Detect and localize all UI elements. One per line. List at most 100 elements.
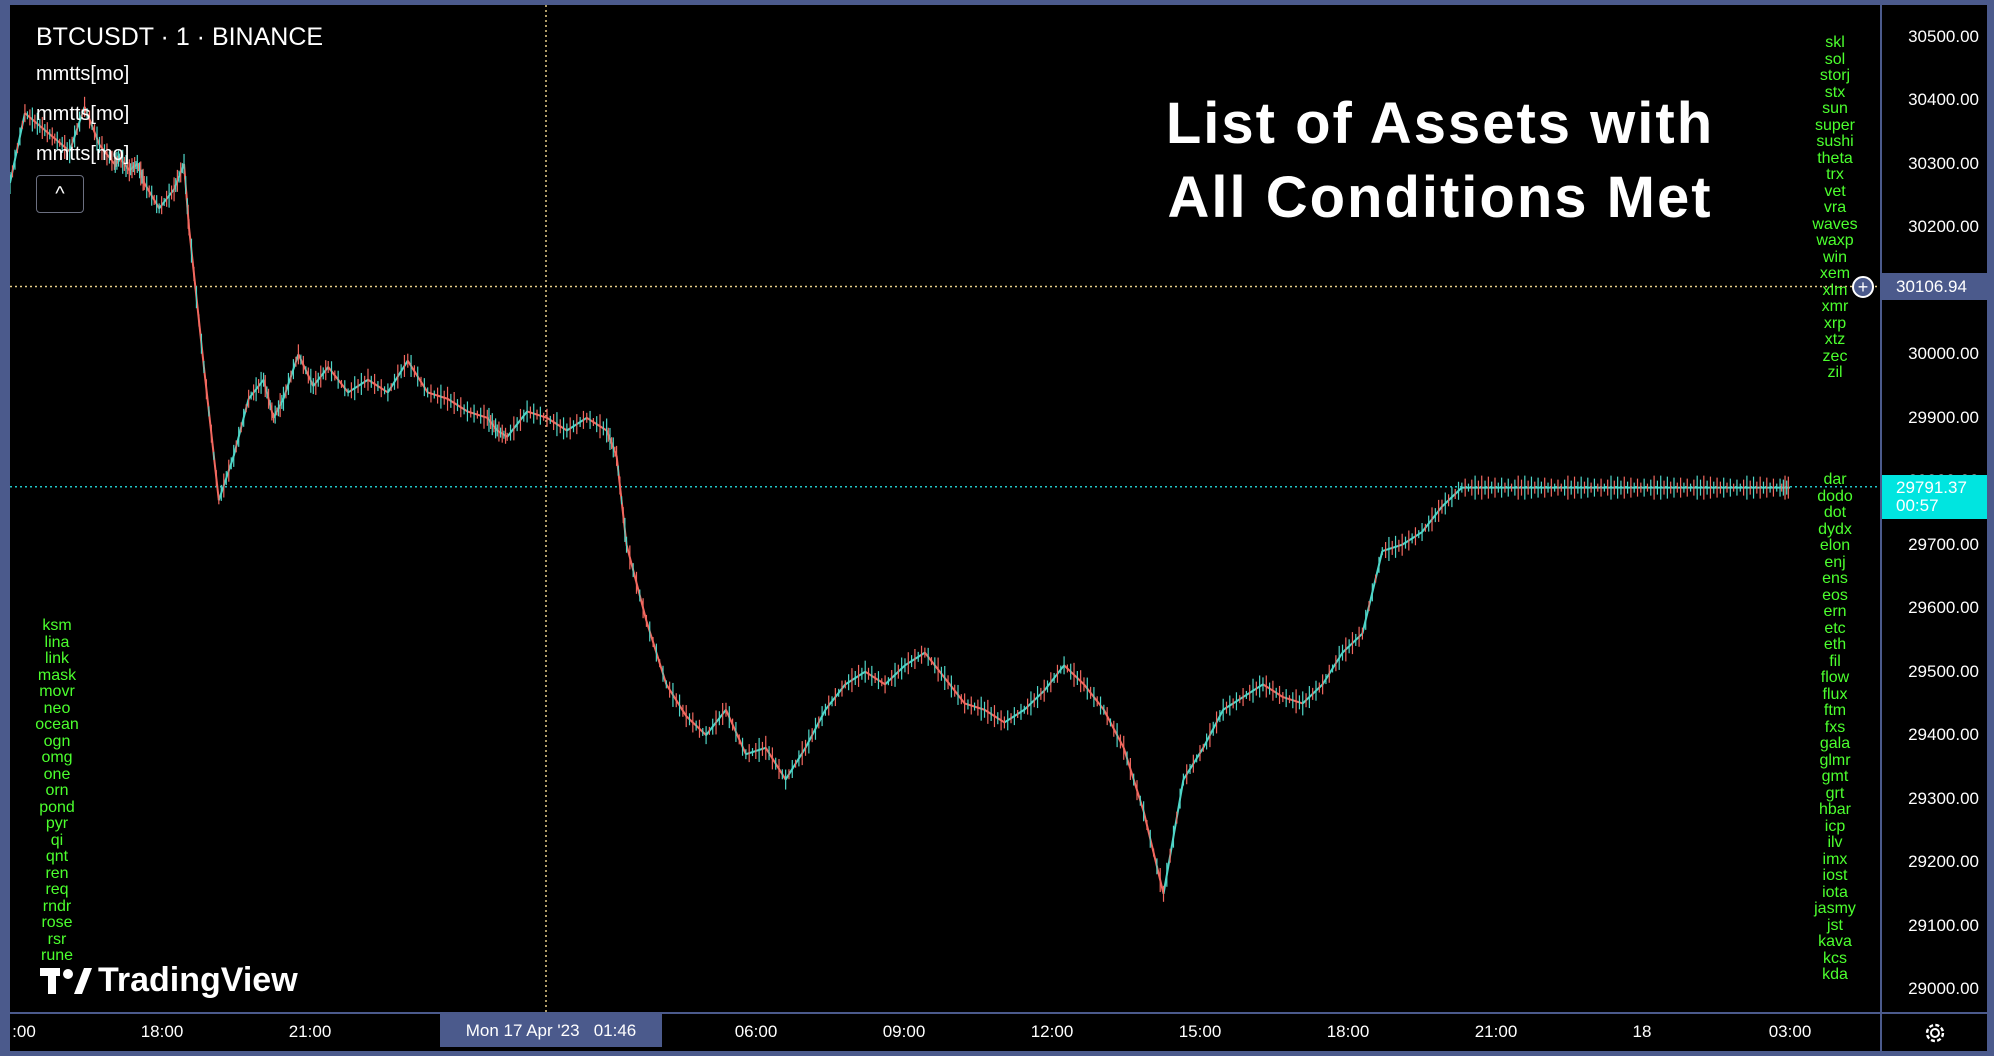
asset-item-storj: storj [1819,67,1851,84]
asset-item-kcs: kcs [1823,949,1847,967]
crosshair-price-label: + 30106.94 [1852,273,1987,301]
tradingview-logo: TradingView [40,961,298,1000]
asset-item-kava: kava [1818,933,1852,950]
asset-item-sushi: sushi [1816,133,1854,150]
asset-item-skl: skl [1825,34,1845,51]
asset-item-flux: flux [1822,685,1848,703]
asset-item-rose: rose [41,914,73,931]
asset-item-link: link [44,650,69,667]
asset-item-glmr: glmr [1819,751,1851,769]
asset-item-theta: theta [1817,149,1853,167]
asset-item-icp: icp [1824,817,1846,835]
asset-item-one: one [43,765,71,783]
time-tick-label: 18:00 [1326,1022,1370,1041]
time-tick-label: 18:00 [140,1022,184,1041]
time-tick-label: 21:00 [1474,1022,1518,1041]
brand-name: TradingView [98,961,298,999]
asset-item-ksm: ksm [42,617,72,634]
chart-settings-button[interactable] [1882,1014,1987,1051]
asset-item-kda: kda [1822,966,1848,983]
asset-item-ogn: ogn [43,732,71,750]
price-chart[interactable] [10,5,1880,1012]
asset-item-ren: ren [45,864,69,882]
collapse-legend-button[interactable]: ^ [36,175,84,213]
bar-countdown: 00:57 [1896,495,1939,515]
asset-item-rune: rune [40,947,74,964]
asset-item-flow: flow [1820,669,1850,686]
time-tick-label: 06:00 [734,1022,778,1041]
price-tick-label: 30500.00 [1908,27,1979,46]
asset-item-gala: gala [1819,735,1851,752]
overlay-title-line-1: List of Assets with [1165,91,1715,156]
asset-item-qnt: qnt [45,848,69,865]
asset-item-dydx: dydx [1818,520,1852,538]
asset-item-orn: orn [45,782,69,799]
asset-item-vra: vra [1823,199,1847,216]
asset-item-gmt: gmt [1821,768,1849,785]
price-tick-label: 30300.00 [1908,153,1979,173]
asset-item-jasmy: jasmy [1814,900,1856,917]
time-tick-label: 18 [1632,1022,1652,1041]
asset-item-xrp: xrp [1823,314,1847,332]
asset-item-neo: neo [43,699,71,717]
last-price-label: 29791.37 00:57 [1882,474,1987,519]
asset-item-omg: omg [41,749,73,766]
asset-item-hbar: hbar [1818,801,1852,818]
chart-area[interactable]: BTCUSDT · 1 · BINANCE mmtts[mo] mmtts[mo… [10,5,1880,1012]
price-tick-label: 29000.00 [1908,979,1979,998]
overlay-title: List of Assets with All Conditions Met [1030,87,1850,235]
asset-list-right-bottom: dar dodo dot dydx elon enj ens eos ern etc eth fil f… [1800,471,1870,984]
asset-item-waxp: waxp [1816,232,1854,249]
asset-item-lina: lina [44,633,70,651]
indicator-legend-2[interactable]: mmtts[mo] [36,103,130,125]
asset-item-imx: imx [1822,850,1848,868]
asset-item-jst: jst [1827,916,1843,934]
asset-item-pond: pond [39,798,75,816]
chevron-up-icon: ^ [55,182,65,205]
price-tick-label: 30400.00 [1908,90,1979,110]
time-tick-label: 12:00 [1030,1022,1074,1041]
asset-item-vet: vet [1824,182,1846,200]
asset-item-win: win [1822,248,1847,266]
asset-item-fil: fil [1829,652,1841,670]
asset-item-pyr: pyr [45,815,69,832]
time-scale[interactable]: :00 18:00 21:00 06:00 09:00 12:00 15:00 18:00 21… [10,1014,1880,1051]
add-alert-icon[interactable]: + [1852,275,1874,298]
asset-item-stx: stx [1824,83,1846,101]
asset-item-iota: iota [1822,883,1848,901]
indicator-legend-1[interactable]: mmtts[mo] [36,63,130,85]
asset-item-fxs: fxs [1824,718,1846,736]
time-tick-label: :00 [12,1022,36,1041]
time-tick-label: 03:00 [1768,1022,1812,1041]
asset-list-right-top: skl sol storj stx sun super sushi theta trx vet vr… [1800,34,1870,382]
asset-item-xtz: xtz [1824,331,1846,348]
asset-item-ern: ern [1823,603,1847,620]
asset-item-enj: enj [1824,553,1846,571]
asset-item-ftm: ftm [1823,702,1847,719]
asset-list-left: ksm lina link mask movr neo ocean ogn omg one orn p… [22,617,92,965]
crosshair-time-label: Mon 17 Apr '23 01:46 [440,1014,662,1047]
asset-item-zil: zil [1827,364,1843,381]
asset-item-eth: eth [1823,636,1847,653]
time-tick-label: 21:00 [288,1022,332,1041]
price-tick-label: 30200.00 [1908,217,1979,237]
last-price-value: 29791.37 [1896,477,1967,497]
price-tick-label: 29500.00 [1908,661,1979,681]
asset-item-sol: sol [1824,50,1846,68]
asset-item-dar: dar [1823,471,1847,488]
asset-item-dodo: dodo [1817,487,1853,505]
asset-item-mask: mask [37,666,77,684]
asset-item-zec: zec [1822,347,1848,365]
asset-item-sun: sun [1822,100,1848,117]
asset-item-eos: eos [1822,586,1848,604]
asset-item-ens: ens [1822,570,1848,587]
symbol-title[interactable]: BTCUSDT · 1 · BINANCE [36,23,324,51]
tradingview-logo-icon [40,967,92,994]
price-tick-label: 29700.00 [1908,534,1979,554]
asset-item-movr: movr [39,683,75,700]
price-tick-label: 29600.00 [1908,598,1979,618]
asset-item-ocean: ocean [35,716,79,733]
asset-item-iost: iost [1822,867,1848,884]
indicator-legend-3[interactable]: mmtts[mo] [36,143,130,165]
